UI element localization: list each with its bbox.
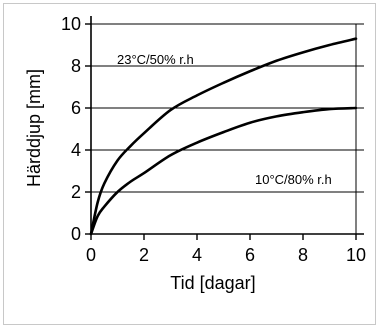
y-tick-label: 0 bbox=[71, 224, 81, 244]
y-tick-label: 2 bbox=[71, 182, 81, 202]
x-tick-label: 8 bbox=[298, 245, 308, 265]
y-tick-label: 6 bbox=[71, 98, 81, 118]
series bbox=[89, 37, 358, 236]
y-tick-label: 4 bbox=[71, 140, 81, 160]
series-line-23c-50rh bbox=[89, 37, 358, 236]
x-tick-label: 2 bbox=[139, 245, 149, 265]
y-axis-title: Härddjup [mm] bbox=[24, 69, 44, 187]
annotation-lower-curve: 10°C/80% r.h bbox=[255, 172, 332, 187]
series-line-10c-80rh bbox=[89, 106, 358, 236]
x-tick-label: 6 bbox=[245, 245, 255, 265]
x-axis-title: Tid [dagar] bbox=[170, 273, 255, 293]
y-tick-label: 10 bbox=[61, 14, 81, 34]
tick-labels: 0 2 4 6 8 10 0 2 4 6 8 10 bbox=[61, 14, 366, 265]
x-tick-label: 0 bbox=[86, 245, 96, 265]
chart-frame bbox=[3, 3, 376, 325]
y-tick-label: 8 bbox=[71, 56, 81, 76]
grid bbox=[91, 23, 364, 234]
x-tick-label: 10 bbox=[346, 245, 366, 265]
x-tick-label: 4 bbox=[192, 245, 202, 265]
axes bbox=[85, 16, 364, 240]
annotation-upper-curve: 23°C/50% r.h bbox=[117, 52, 194, 67]
